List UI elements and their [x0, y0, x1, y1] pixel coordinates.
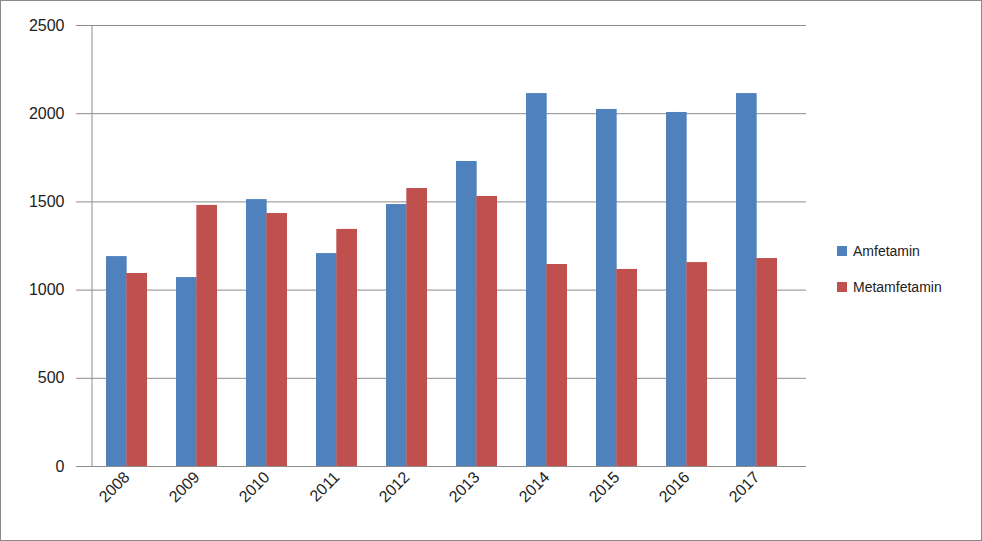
svg-text:1500: 1500 — [29, 193, 65, 210]
svg-text:2500: 2500 — [29, 17, 65, 34]
svg-text:0: 0 — [56, 458, 65, 475]
svg-text:2014: 2014 — [516, 468, 553, 505]
svg-text:2011: 2011 — [306, 468, 342, 504]
svg-text:2013: 2013 — [446, 468, 483, 505]
html-text:Metamfetamin: Metamfetamin — [853, 279, 942, 295]
svg-text:2008: 2008 — [96, 468, 133, 505]
svg-text:1000: 1000 — [29, 281, 65, 298]
svg-text:2000: 2000 — [29, 105, 65, 122]
svg-text:2015: 2015 — [586, 468, 623, 505]
svg-text:2016: 2016 — [656, 468, 693, 505]
svg-text:2017: 2017 — [726, 468, 763, 505]
svg-text:2012: 2012 — [376, 468, 413, 505]
html-text:Amfetamin: Amfetamin — [853, 243, 920, 259]
svg-text:2009: 2009 — [166, 468, 203, 505]
svg-text:2010: 2010 — [236, 468, 273, 505]
svg-text:500: 500 — [38, 369, 65, 386]
